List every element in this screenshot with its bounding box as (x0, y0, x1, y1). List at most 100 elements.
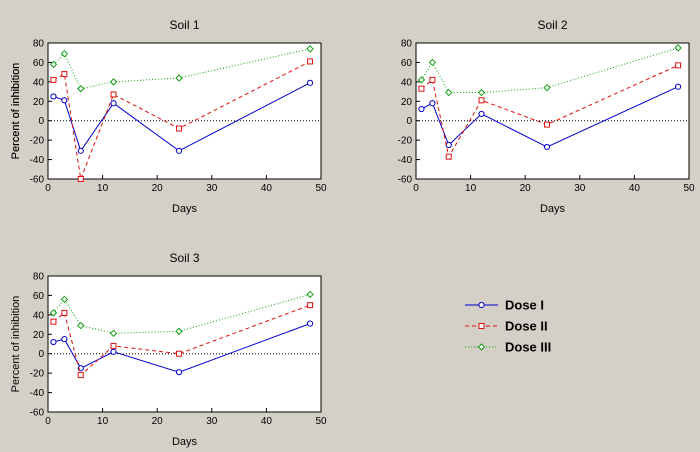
y-tick-label: -20 (30, 369, 45, 380)
data-point (77, 321, 85, 330)
x-tick-label: 20 (152, 183, 164, 194)
data-point (60, 295, 69, 304)
data-point (306, 79, 314, 86)
y-tick-label: 0 (406, 116, 412, 127)
y-tick-label: 40 (33, 77, 45, 88)
y-tick-label: -60 (30, 408, 45, 419)
data-point (445, 153, 452, 160)
data-point (418, 85, 425, 92)
x-axis-label: Days (540, 203, 566, 215)
y-tick-label: -40 (30, 388, 45, 399)
data-point (77, 372, 84, 379)
series-dose-iii (49, 45, 314, 93)
legend-marker (477, 343, 486, 351)
y-tick-label: 20 (33, 97, 45, 108)
data-point (675, 62, 682, 69)
series-dose-i (418, 83, 682, 151)
data-point (61, 97, 68, 104)
plot-area (47, 42, 322, 180)
data-point (418, 105, 425, 113)
y-axis-label: Percent of inhibition (10, 63, 22, 160)
chart-title: Soil 3 (169, 251, 199, 265)
legend-item: Dose I (465, 298, 544, 313)
data-point (477, 88, 486, 97)
x-tick-label: 10 (465, 183, 477, 194)
y-axis-label: Percent of inhibition (10, 63, 22, 160)
series-dose-i (50, 79, 314, 154)
chart-panel-2: Soil 2 0 10 20 30 40 50 -60 -40 -20 0 20 40 60 80 Days P… (10, 18, 695, 215)
data-point (478, 97, 485, 104)
chart-title: Soil 1 (169, 18, 199, 32)
data-point (306, 290, 314, 299)
data-point (175, 74, 183, 82)
data-point (428, 58, 437, 67)
x-tick-label: 40 (261, 183, 273, 194)
chart-panel-3: Soil 3 0 10 20 30 40 50 -60 -40 -20 0 20 40 60 80 Days P… (10, 251, 327, 448)
data-point (77, 147, 84, 154)
x-tick-label: 40 (629, 183, 641, 194)
y-tick-label: -60 (30, 175, 45, 186)
data-point (176, 350, 183, 357)
data-point (175, 327, 183, 336)
y-tick-label: 40 (33, 310, 45, 321)
x-tick-label: 50 (315, 183, 327, 194)
data-point (417, 76, 426, 84)
y-tick-label: 20 (401, 97, 413, 108)
data-point (306, 320, 314, 327)
data-point (478, 110, 485, 118)
y-tick-label: 80 (33, 272, 45, 283)
chart-panel-1: Soil 1 0 10 20 30 40 50 -60 -40 -20 0 20 40 60 80 Days P… (10, 18, 327, 215)
data-point (110, 348, 117, 355)
x-tick-label: 10 (97, 416, 109, 427)
data-point (50, 76, 57, 83)
y-tick-label: -60 (398, 175, 413, 186)
data-point (77, 176, 84, 182)
data-point (429, 76, 436, 83)
data-point (50, 338, 57, 346)
x-tick-label: 20 (520, 183, 532, 194)
data-point (49, 60, 58, 69)
data-point (61, 71, 68, 78)
series-dose-iii (49, 290, 314, 338)
x-tick-label: 30 (206, 183, 218, 194)
x-tick-label: 30 (206, 416, 218, 427)
series-dose-iii (417, 44, 682, 97)
x-tick-label: 20 (152, 416, 164, 427)
data-point (50, 318, 57, 325)
y-tick-label: 40 (401, 77, 413, 88)
data-point (307, 58, 314, 65)
data-point (50, 93, 57, 100)
data-point (110, 100, 117, 107)
plot-area (415, 42, 690, 180)
data-point (175, 369, 183, 376)
data-point (110, 342, 117, 349)
y-tick-label: 80 (401, 39, 413, 50)
legend: Dose I Dose II Dose III (465, 298, 551, 355)
series-dose-ii (50, 58, 314, 182)
x-tick-label: 10 (97, 183, 109, 194)
y-axis-label: Percent of inhibition (10, 296, 22, 393)
legend-item: Dose II (465, 319, 548, 334)
y-tick-label: 60 (33, 291, 45, 302)
x-tick-label: 50 (315, 416, 327, 427)
data-point (175, 147, 183, 154)
data-point (674, 83, 682, 90)
legend-marker (478, 323, 485, 329)
y-tick-label: 60 (401, 58, 413, 69)
data-point (306, 45, 314, 53)
y-tick-label: 0 (38, 116, 44, 127)
data-point (445, 88, 453, 97)
x-tick-label: 30 (574, 183, 586, 194)
data-point (674, 44, 682, 52)
data-point (543, 83, 551, 92)
legend-item: Dose III (465, 340, 551, 355)
data-point (544, 121, 551, 128)
chart-title: Soil 2 (537, 18, 567, 32)
data-point (61, 309, 68, 316)
series-line (53, 304, 311, 377)
data-point (49, 309, 58, 317)
y-tick-label: 80 (33, 39, 45, 50)
data-point (307, 302, 314, 309)
series-dose-ii (50, 302, 314, 379)
y-tick-label: 20 (33, 330, 45, 341)
